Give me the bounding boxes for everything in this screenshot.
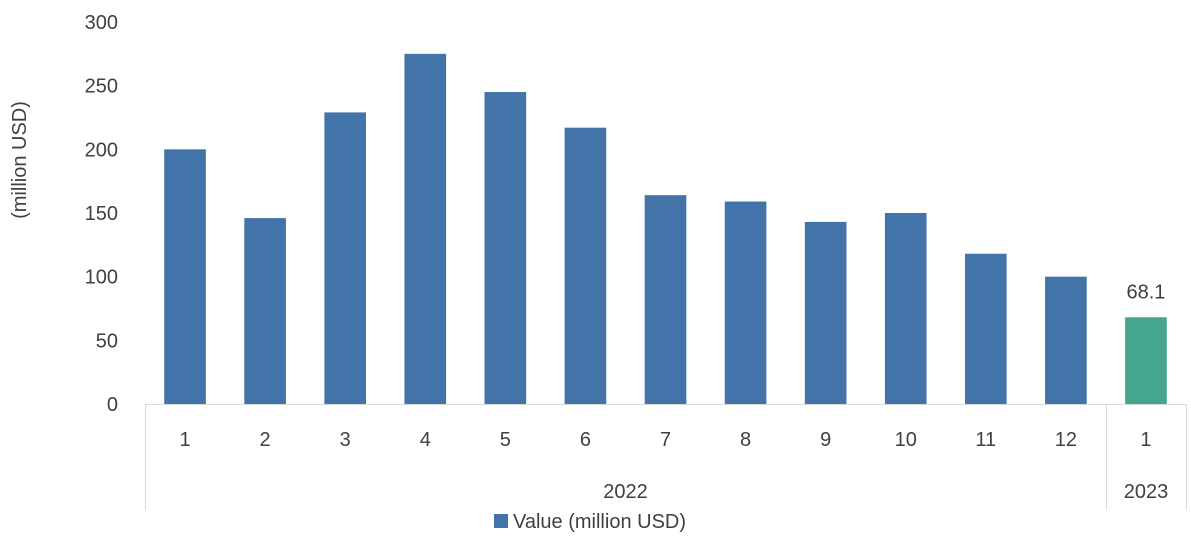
- legend-swatch: [494, 514, 508, 528]
- bar: [404, 53, 447, 404]
- y-tick-label: 250: [85, 76, 118, 98]
- x-group-label: 2022: [603, 481, 648, 503]
- data-labels: 68.1: [1126, 281, 1165, 303]
- bar: [324, 112, 367, 404]
- x-tick-label: 3: [340, 429, 351, 451]
- x-tick-label: 11: [975, 429, 996, 451]
- x-axis-ticks: 1 2 3 4 5 6 7 8 9 10 11 12 1: [179, 429, 1151, 451]
- bar: [644, 195, 687, 404]
- bar: [164, 149, 206, 404]
- data-label: 68.1: [1126, 281, 1165, 303]
- x-tick-label: 10: [895, 429, 917, 451]
- x-tick-label: 2: [260, 429, 271, 451]
- x-tick-label: 8: [740, 429, 751, 451]
- x-tick-label: 4: [420, 429, 431, 451]
- y-tick-label: 300: [85, 12, 118, 34]
- bar: [1125, 317, 1167, 404]
- x-group-label: 2023: [1124, 481, 1169, 503]
- x-axis: [145, 404, 1187, 510]
- x-tick-label: 12: [1055, 429, 1077, 451]
- y-axis-ticks: 0 50 100 150 200 250 300: [85, 12, 118, 416]
- y-tick-label: 150: [85, 203, 118, 225]
- x-tick-label: 1: [179, 429, 190, 451]
- y-tick-label: 0: [107, 394, 118, 416]
- bar: [564, 127, 607, 404]
- bar: [244, 218, 286, 404]
- bars: [164, 53, 1167, 405]
- x-tick-label: 7: [660, 429, 671, 451]
- x-tick-label: 5: [500, 429, 511, 451]
- x-axis-groups: 2022 2023: [603, 481, 1168, 503]
- bar: [804, 221, 847, 404]
- y-tick-label: 200: [85, 139, 118, 161]
- x-tick-label: 9: [820, 429, 831, 451]
- bar: [1045, 276, 1087, 404]
- bar: [724, 201, 767, 404]
- y-axis-label: (million USD): [9, 101, 31, 219]
- x-tick-label: 1: [1140, 429, 1151, 451]
- y-tick-label: 50: [96, 330, 118, 352]
- legend-label: Value (million USD): [513, 511, 686, 533]
- y-tick-label: 100: [85, 267, 118, 289]
- bar: [484, 92, 527, 405]
- bar: [884, 213, 927, 404]
- legend: Value (million USD): [494, 511, 686, 533]
- bar: [964, 253, 1007, 404]
- x-tick-label: 6: [580, 429, 591, 451]
